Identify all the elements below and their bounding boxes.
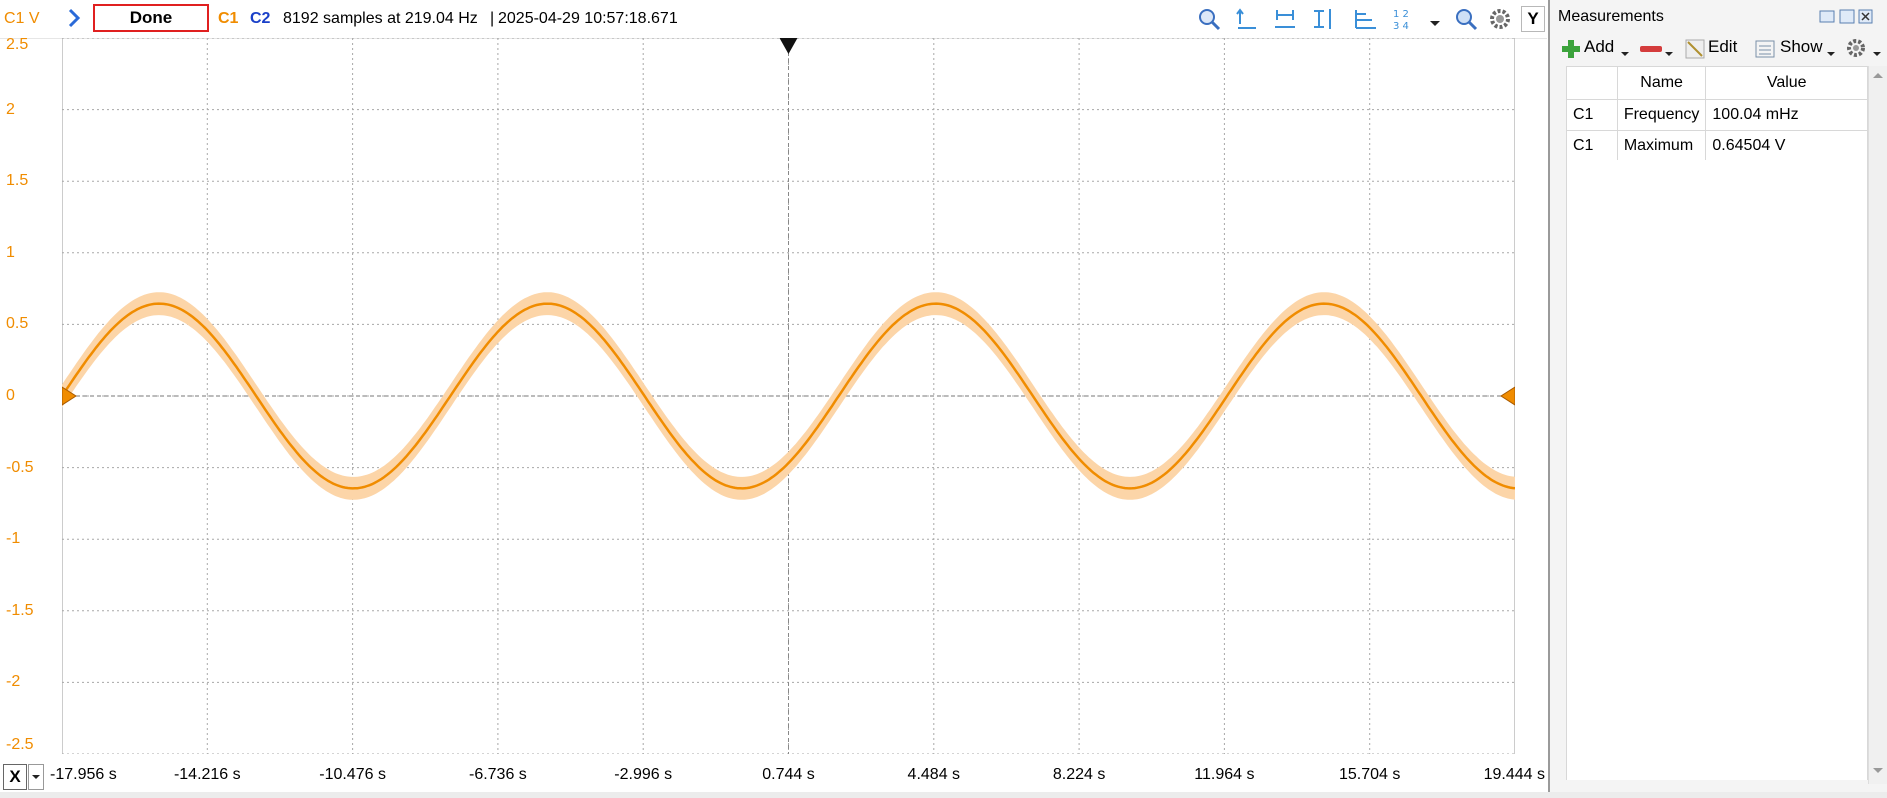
edit-icon[interactable] [1684,38,1706,60]
panel-window-controls [1818,8,1874,31]
y-tick-label: -1.5 [6,601,34,619]
toolbar-separator: | [490,10,495,27]
settings-icon[interactable] [1487,6,1513,32]
panel-title: Measurements [1558,8,1664,25]
close-icon[interactable] [1858,9,1873,24]
scroll-up-icon[interactable] [1869,66,1887,86]
run-arrow-icon[interactable] [66,7,84,29]
edit-button[interactable]: Edit [1708,37,1738,56]
x-tick-label: 0.744 s [762,766,815,783]
show-icon[interactable] [1754,38,1776,60]
x-tick-label: 15.704 s [1339,766,1401,783]
x-tick-label: -6.736 s [468,766,527,783]
y-tick-label: -0.5 [6,458,34,476]
table-row[interactable]: C1 Frequency 100.04 mHz [1567,99,1867,131]
table-empty-area [1566,160,1868,780]
channel-units-label: C1 V [4,10,40,27]
column-header-channel[interactable] [1567,67,1618,100]
scroll-down-icon[interactable] [1869,760,1887,780]
zoom-out-icon[interactable] [1453,6,1479,32]
x-tick-label: -17.956 s [50,766,117,783]
chevron-down-icon [32,775,40,779]
x-tick-label: 8.224 s [1052,766,1106,783]
x-tick-label: -2.996 s [614,766,673,783]
y-tick-label: 0 [6,387,15,404]
ground-marker-left [62,386,77,406]
edge-cursor-icon[interactable] [1352,6,1378,32]
y-tick-label: -2 [6,673,21,691]
zoom-icon[interactable] [1196,6,1222,32]
row-value: 100.04 mHz [1705,99,1867,131]
x-tick-label: -14.216 s [173,766,241,783]
column-header-name[interactable]: Name [1617,67,1707,100]
x-tick-label: -10.476 s [319,766,386,783]
y-axis-button[interactable]: Y [1521,6,1545,32]
channel-numbers-icon[interactable]: 1 2 3 4 [1390,6,1422,32]
horizontal-cursor-icon[interactable] [1272,6,1298,32]
y-tick-label: 1.5 [6,172,29,190]
channel-c1-toggle[interactable]: C1 [218,10,239,27]
oscilloscope-plot[interactable] [62,38,1515,754]
add-button[interactable]: Add [1584,37,1615,56]
x-tick-label: 11.964 s [1194,766,1255,783]
row-channel: C1 [1567,130,1618,162]
trigger-position-marker [779,38,798,54]
y-tick-label: 2 [6,100,15,118]
channel-c2-toggle[interactable]: C2 [250,10,271,27]
x-axis-dropdown[interactable] [28,764,44,790]
measurements-toolbar [1552,34,1887,66]
y-tick-label: -1 [6,530,21,548]
show-dropdown-icon[interactable] [1826,40,1836,60]
column-header-value[interactable]: Value [1705,67,1867,100]
signal-envelope [62,292,1515,500]
status-bar [0,792,1887,798]
dropdown-icon[interactable] [1428,6,1442,32]
show-button[interactable]: Show [1780,37,1823,56]
table-header: Name Value [1567,67,1867,100]
measurements-table: Name Value C1 Frequency 100.04 mHz C1 Ma… [1566,66,1868,163]
x-tick-label: 19.444 s [1483,766,1545,783]
x-axis-button[interactable]: X [3,764,27,790]
svg-text:1 2: 1 2 [1393,9,1409,20]
y-tick-label: -2.5 [6,736,34,753]
svg-text:3 4: 3 4 [1393,21,1409,32]
row-channel: C1 [1567,99,1618,131]
ground-marker-right [1500,386,1515,406]
add-dropdown-icon[interactable] [1620,40,1630,60]
sample-info: 8192 samples at 219.04 Hz [283,10,478,27]
waveform-svg [62,38,1515,754]
capture-timestamp: 2025-04-29 10:57:18.671 [498,10,678,27]
panel-settings-icon[interactable] [1844,36,1868,60]
y-tick-label: 2.5 [6,36,29,53]
row-name: Maximum [1617,130,1707,162]
y-tick-label: 0.5 [6,315,29,333]
cursor-icon[interactable] [1234,6,1260,32]
add-icon[interactable] [1560,38,1582,60]
row-name: Frequency [1617,99,1707,131]
y-tick-label: 1 [6,243,15,261]
table-row[interactable]: C1 Maximum 0.64504 V [1567,130,1867,162]
acquisition-status[interactable]: Done [93,4,209,32]
panel-settings-dropdown-icon[interactable] [1872,40,1882,60]
vertical-cursor-icon[interactable] [1310,6,1336,32]
restore-icon[interactable] [1819,10,1835,23]
vertical-scrollbar[interactable] [1868,66,1887,784]
remove-icon[interactable] [1638,38,1664,60]
signal-trace [62,302,1515,490]
row-value: 0.64504 V [1705,130,1867,162]
maximize-icon[interactable] [1839,9,1855,24]
remove-dropdown-icon[interactable] [1664,40,1674,60]
x-tick-label: 4.484 s [907,766,961,783]
